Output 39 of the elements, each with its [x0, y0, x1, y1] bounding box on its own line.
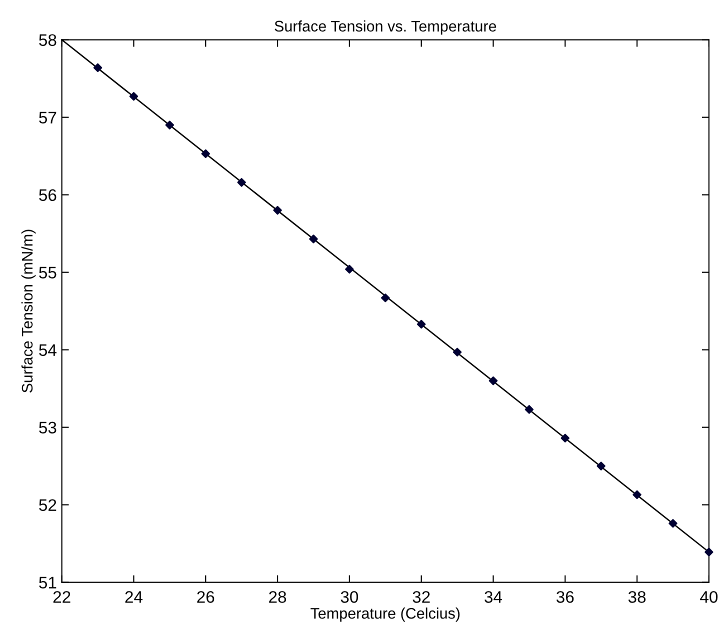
- point: [201, 149, 210, 158]
- point: [237, 178, 246, 187]
- y-tick-label: 51: [39, 576, 56, 588]
- y-tick-label: 58: [39, 34, 56, 46]
- point: [129, 92, 138, 101]
- point: [596, 462, 606, 470]
- point: [165, 120, 174, 130]
- point: [416, 320, 426, 329]
- y-tick-label: 53: [39, 422, 56, 434]
- x-tick-label: 40: [700, 591, 718, 603]
- point: [704, 548, 714, 556]
- x-tick-label: 24: [125, 591, 143, 603]
- chart-title: Surface Tension vs. Temperature: [274, 20, 496, 35]
- point: [524, 405, 534, 414]
- point: [273, 206, 282, 215]
- point: [668, 519, 678, 528]
- x-tick-label: 26: [197, 591, 214, 603]
- point: [488, 376, 498, 386]
- y-axis-title: Surface Tension (mN/m): [21, 230, 36, 393]
- point: [345, 264, 354, 274]
- point: [309, 234, 318, 244]
- x-tick-label: 34: [484, 591, 502, 603]
- x-tick-label: 30: [340, 591, 358, 603]
- y-tick-label: 54: [39, 344, 56, 356]
- x-tick-label: 22: [53, 591, 70, 603]
- x-tick-label: 32: [412, 591, 430, 603]
- y-tick-label: 56: [39, 189, 56, 202]
- y-tick-label: 57: [39, 112, 56, 124]
- y-tick-label: 55: [39, 266, 56, 279]
- y-tick-label: 52: [39, 499, 56, 511]
- x-tick-label: 28: [269, 591, 286, 603]
- x-tick-label: 36: [556, 591, 574, 603]
- x-tick-label: 38: [628, 591, 646, 603]
- x-axis-title: Temperature (Celcius): [310, 608, 460, 622]
- point: [381, 294, 390, 302]
- point: [560, 434, 570, 443]
- point: [452, 348, 462, 356]
- point: [93, 63, 102, 72]
- point: [632, 490, 642, 500]
